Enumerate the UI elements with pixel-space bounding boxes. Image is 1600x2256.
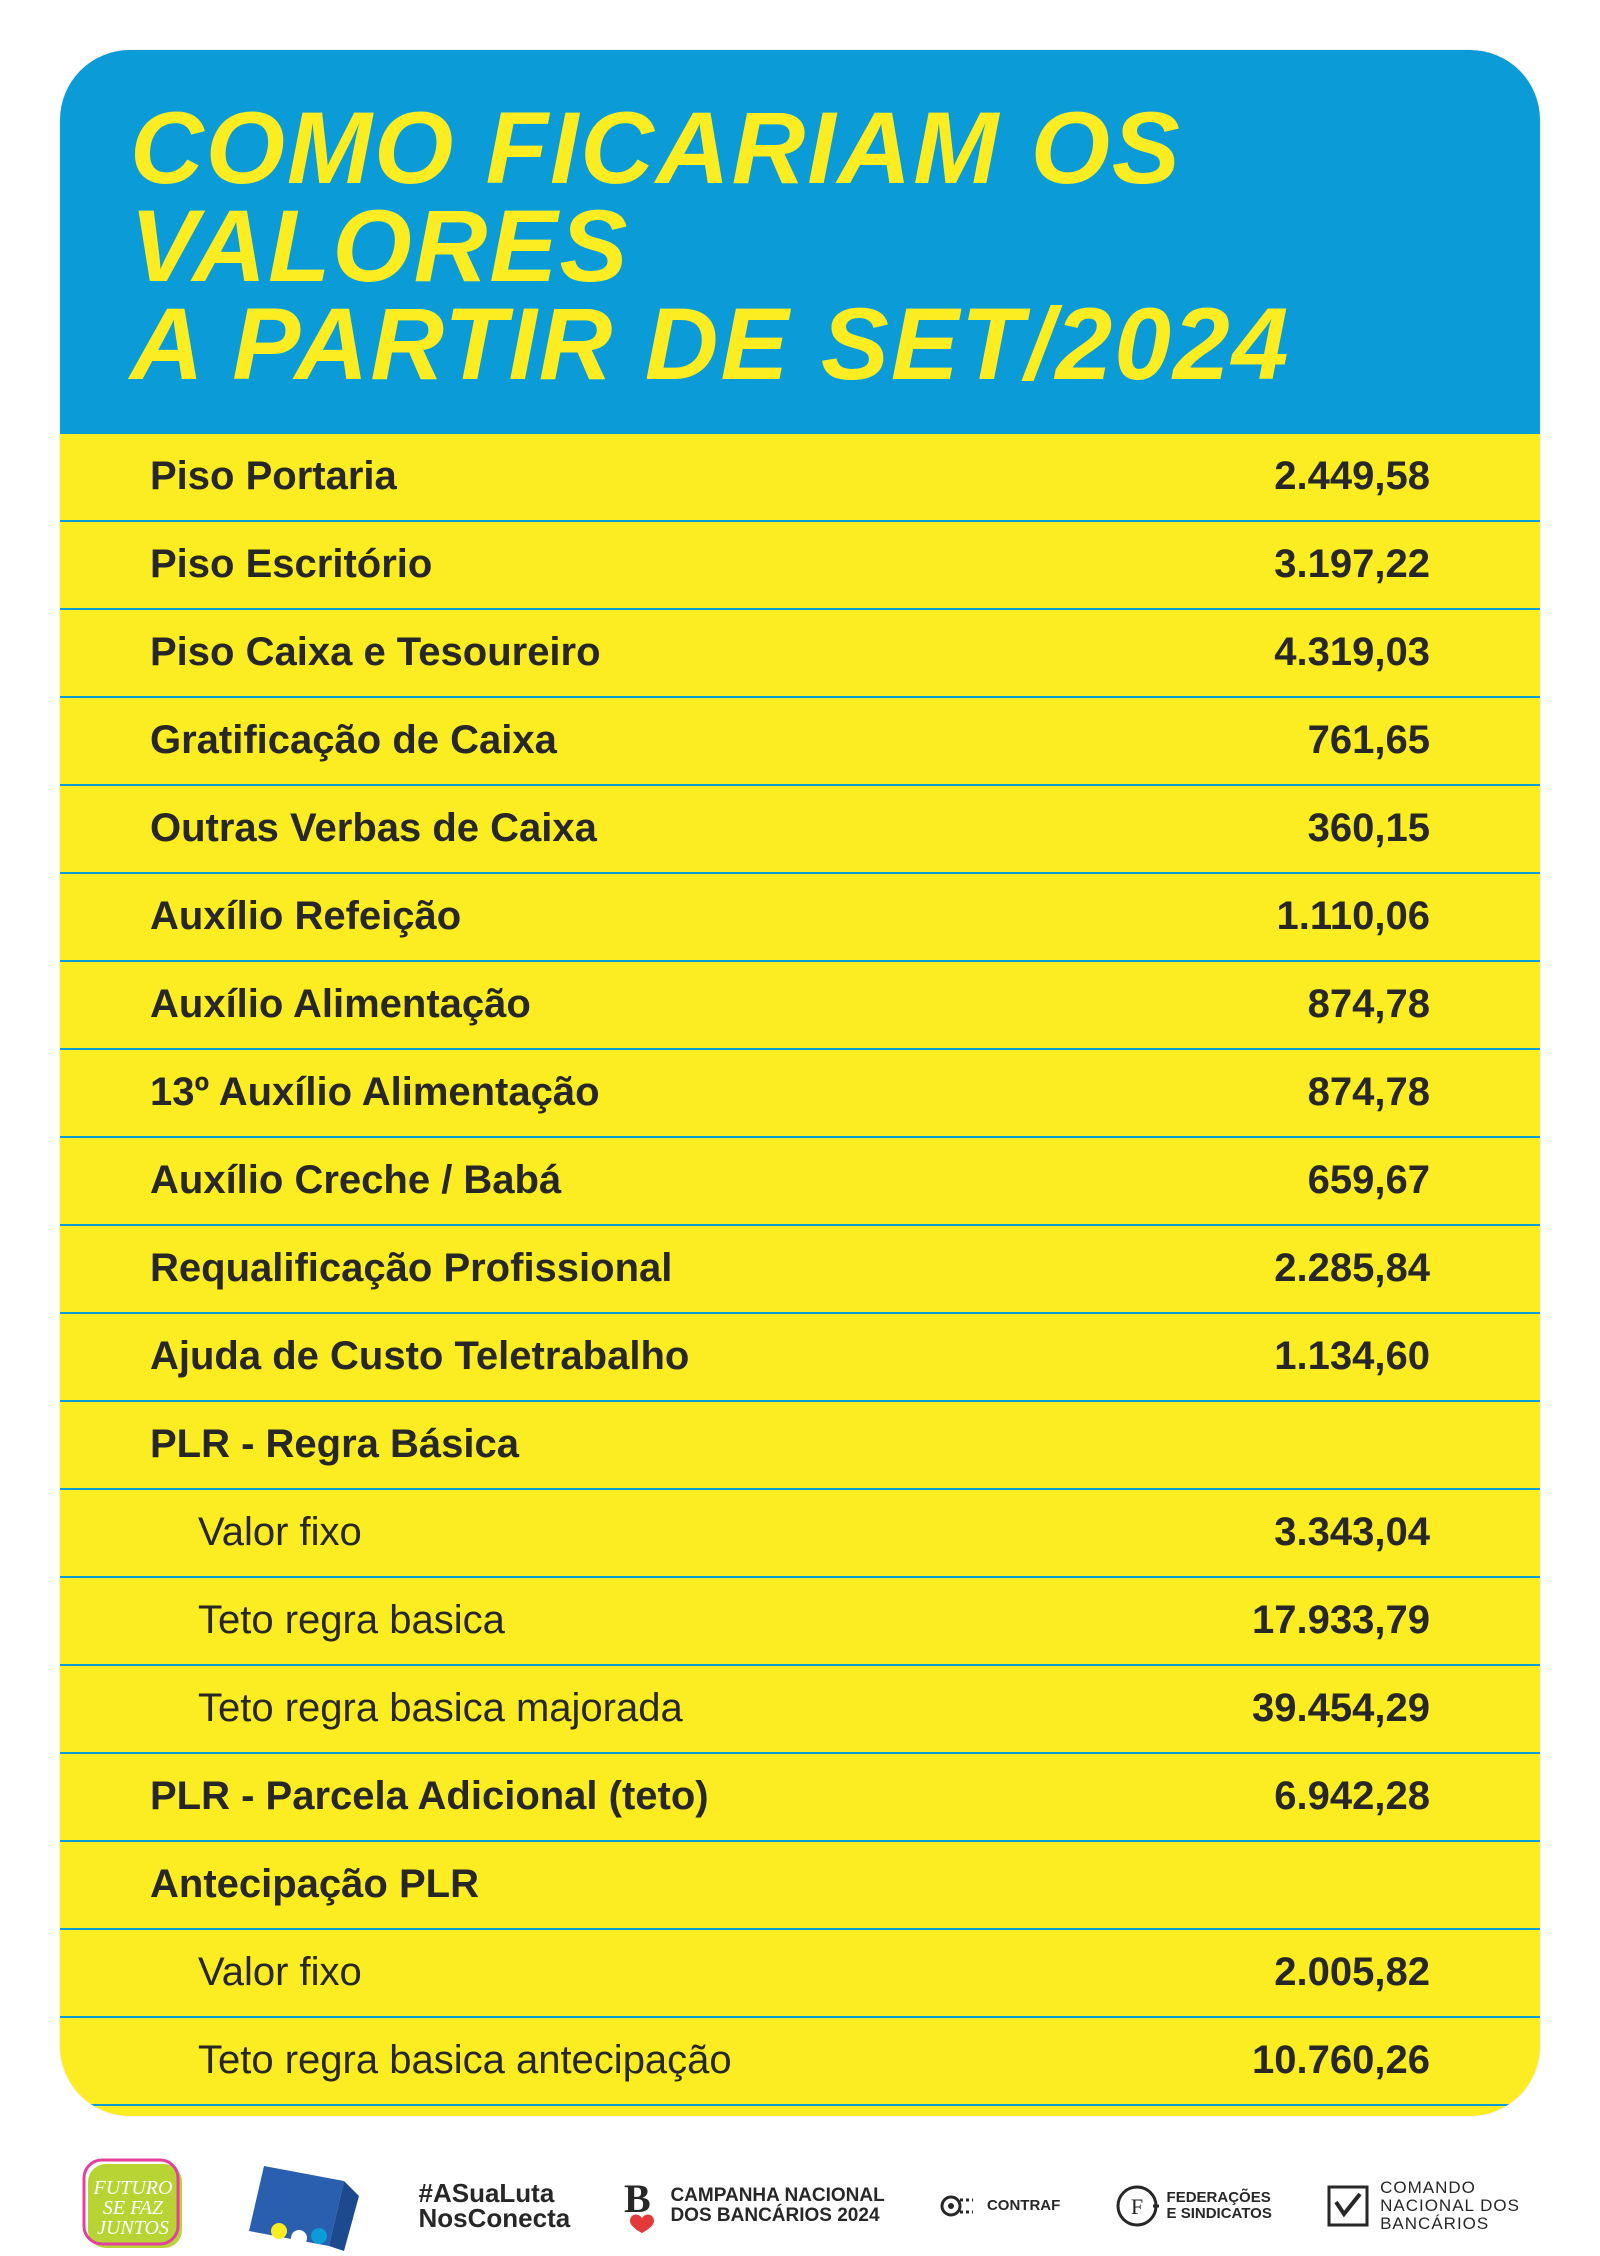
- row-value: 3.197,22: [1274, 542, 1430, 587]
- row-label: Ajuda de Custo Teletrabalho: [150, 1334, 689, 1379]
- table-row: Outras Verbas de Caixa 360,15: [60, 786, 1540, 874]
- table-row: Ajuda de Custo Teletrabalho 1.134,60: [60, 1314, 1540, 1402]
- row-label: Teto regra basica majorada: [150, 1686, 683, 1731]
- header-line2: A PARTIR DE SET/2024: [130, 287, 1290, 401]
- table-row: Valor fixo 2.005,82: [60, 1930, 1540, 2018]
- row-value: 39.454,29: [1252, 1686, 1430, 1731]
- row-label: PLR - Regra Básica: [150, 1422, 519, 1467]
- table-row: Gratificação de Caixa 761,65: [60, 698, 1540, 786]
- row-label: Piso Caixa e Tesoureiro: [150, 630, 601, 675]
- header-title: COMO FICARIAM OS VALORES A PARTIR DE SET…: [130, 100, 1470, 394]
- table-row: Requalificação Profissional 2.285,84: [60, 1226, 1540, 1314]
- campanha-line2: DOS BANCÁRIOS 2024: [670, 2206, 884, 2226]
- values-table: Piso Portaria 2.449,58 Piso Escritório 3.19…: [60, 434, 1540, 2116]
- row-value: 3.343,04: [1274, 1510, 1430, 1555]
- comando-line2: NACIONAL DOS: [1380, 2197, 1520, 2215]
- info-card: COMO FICARIAM OS VALORES A PARTIR DE SET…: [60, 50, 1540, 2116]
- comando-line1: COMANDO: [1380, 2179, 1520, 2197]
- row-value: 4.319,03: [1274, 630, 1430, 675]
- table-row: PLR - Parcela Adicional (teto) 6.942,28: [60, 1754, 1540, 1842]
- row-label: Valor fixo: [150, 1510, 362, 1555]
- comando-icon: [1326, 2184, 1370, 2228]
- header-line1: COMO FICARIAM OS VALORES: [130, 91, 1182, 303]
- hashtag-line2: NosConecta: [419, 2206, 571, 2231]
- logo-book: [244, 2156, 364, 2256]
- row-label: Auxílio Refeição: [150, 894, 461, 939]
- row-value: 1.110,06: [1277, 894, 1431, 939]
- svg-text:B: B: [624, 2178, 651, 2221]
- federacoes-line2: E SINDICATOS: [1167, 2206, 1272, 2222]
- table-row: Teto regra basica majorada 39.454,29: [60, 1666, 1540, 1754]
- row-value: 360,15: [1308, 806, 1430, 851]
- row-value: 2.449,58: [1274, 454, 1430, 499]
- row-value: 6.942,28: [1274, 1774, 1430, 1819]
- table-row: Teto regra basica antecipação 10.760,26: [60, 2018, 1540, 2106]
- contraf-icon: [939, 2186, 979, 2226]
- contraf-text: CONTRAF: [987, 2198, 1060, 2214]
- row-label: Antecipação PLR: [150, 1862, 479, 1907]
- card-header: COMO FICARIAM OS VALORES A PARTIR DE SET…: [60, 50, 1540, 434]
- table-row: Teto regra basica 17.933,79: [60, 1578, 1540, 1666]
- table-row: 13º Auxílio Alimentação 874,78: [60, 1050, 1540, 1138]
- row-value: 761,65: [1308, 718, 1430, 763]
- futuro-badge-icon: FUTURO SE FAZ JUNTOS: [80, 2156, 190, 2256]
- table-row: Auxílio Refeição 1.110,06: [60, 874, 1540, 962]
- row-label: 13º Auxílio Alimentação: [150, 1070, 600, 1115]
- table-row: Auxílio Creche / Babá 659,67: [60, 1138, 1540, 1226]
- row-value: 659,67: [1308, 1158, 1430, 1203]
- logo-hashtag: #ASuaLuta NosConecta: [419, 2181, 571, 2230]
- row-value: 2.285,84: [1274, 1246, 1430, 1291]
- logo-federacoes: F FEDERAÇÕES E SINDICATOS: [1115, 2184, 1272, 2228]
- logo-comando: COMANDO NACIONAL DOS BANCÁRIOS: [1326, 2179, 1520, 2233]
- row-value: 17.933,79: [1252, 1598, 1430, 1643]
- footer-logos: FUTURO SE FAZ JUNTOS #ASuaLuta NosConect…: [60, 2156, 1540, 2256]
- row-label: Gratificação de Caixa: [150, 718, 557, 763]
- logo-futuro: FUTURO SE FAZ JUNTOS: [80, 2156, 190, 2256]
- row-value: 874,78: [1308, 1070, 1430, 1115]
- table-row: PLR - Regra Básica: [60, 1402, 1540, 1490]
- row-value: 1.134,60: [1274, 1334, 1430, 1379]
- row-label: Valor fixo: [150, 1950, 362, 1995]
- federacoes-icon: F: [1115, 2184, 1159, 2228]
- logo-contraf: CONTRAF: [939, 2186, 1060, 2226]
- row-label: Auxílio Creche / Babá: [150, 1158, 561, 1203]
- table-row: Teto antecipação adicional3.471,13: [60, 2106, 1540, 2116]
- row-label: Outras Verbas de Caixa: [150, 806, 597, 851]
- b-heart-icon: B: [624, 2178, 660, 2234]
- table-row: Piso Caixa e Tesoureiro 4.319,03: [60, 610, 1540, 698]
- federacoes-line1: FEDERAÇÕES: [1167, 2190, 1272, 2206]
- row-label: PLR - Parcela Adicional (teto): [150, 1774, 709, 1819]
- row-value: 874,78: [1308, 982, 1430, 1027]
- book-icon: [244, 2156, 364, 2256]
- table-row: Antecipação PLR: [60, 1842, 1540, 1930]
- logo-campanha: B CAMPANHA NACIONAL DOS BANCÁRIOS 2024: [624, 2178, 884, 2234]
- campanha-line1: CAMPANHA NACIONAL: [670, 2186, 884, 2206]
- table-row: Valor fixo 3.343,04: [60, 1490, 1540, 1578]
- table-row: Piso Escritório 3.197,22: [60, 522, 1540, 610]
- row-label: Teto regra basica antecipação: [150, 2038, 732, 2083]
- svg-text:FUTURO: FUTURO: [93, 2177, 173, 2199]
- row-label: Teto regra basica: [150, 1598, 505, 1643]
- row-label: Piso Escritório: [150, 542, 432, 587]
- row-label: Auxílio Alimentação: [150, 982, 531, 1027]
- row-value: 10.760,26: [1252, 2038, 1430, 2083]
- row-label: Requalificação Profissional: [150, 1246, 672, 1291]
- svg-text:F: F: [1130, 2194, 1142, 2219]
- row-label: Piso Portaria: [150, 454, 397, 499]
- table-row: Piso Portaria 2.449,58: [60, 434, 1540, 522]
- svg-text:SE FAZ: SE FAZ: [103, 2197, 164, 2219]
- table-row: Auxílio Alimentação 874,78: [60, 962, 1540, 1050]
- comando-line3: BANCÁRIOS: [1380, 2215, 1520, 2233]
- row-value: 2.005,82: [1274, 1950, 1430, 1995]
- svg-text:JUNTOS: JUNTOS: [97, 2217, 169, 2239]
